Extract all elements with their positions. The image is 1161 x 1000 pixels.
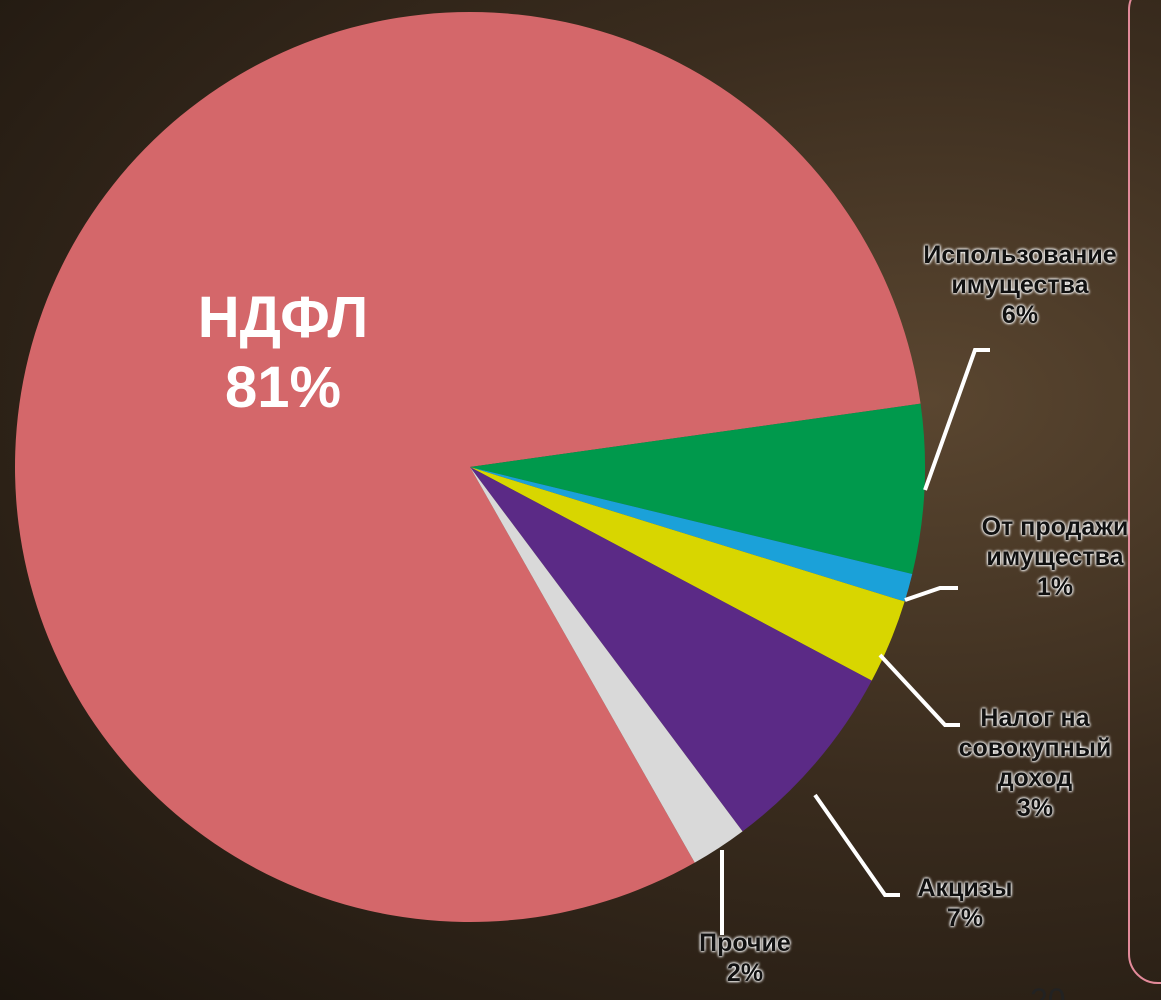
slide: 20 НДФЛ81% Использование имущества6% От пр… [0,0,1161,1000]
leader-line [925,350,990,490]
value-label: 81% [83,353,483,423]
category-label: Использование имущества [875,240,1161,300]
page-number: 20 [1030,982,1066,1000]
value-label: 3% [930,793,1140,823]
category-label: Прочие [665,928,825,958]
value-label: 1% [945,572,1161,602]
chart [0,0,1161,1000]
category-label: НДФЛ [83,283,483,353]
value-label: 2% [665,958,825,988]
category-label: От продажи имущества [945,512,1161,572]
value-label: 6% [875,300,1161,330]
category-label: Налог на совокупный доход [930,703,1140,793]
value-label: 7% [885,903,1045,933]
category-label: Акцизы [885,873,1045,903]
